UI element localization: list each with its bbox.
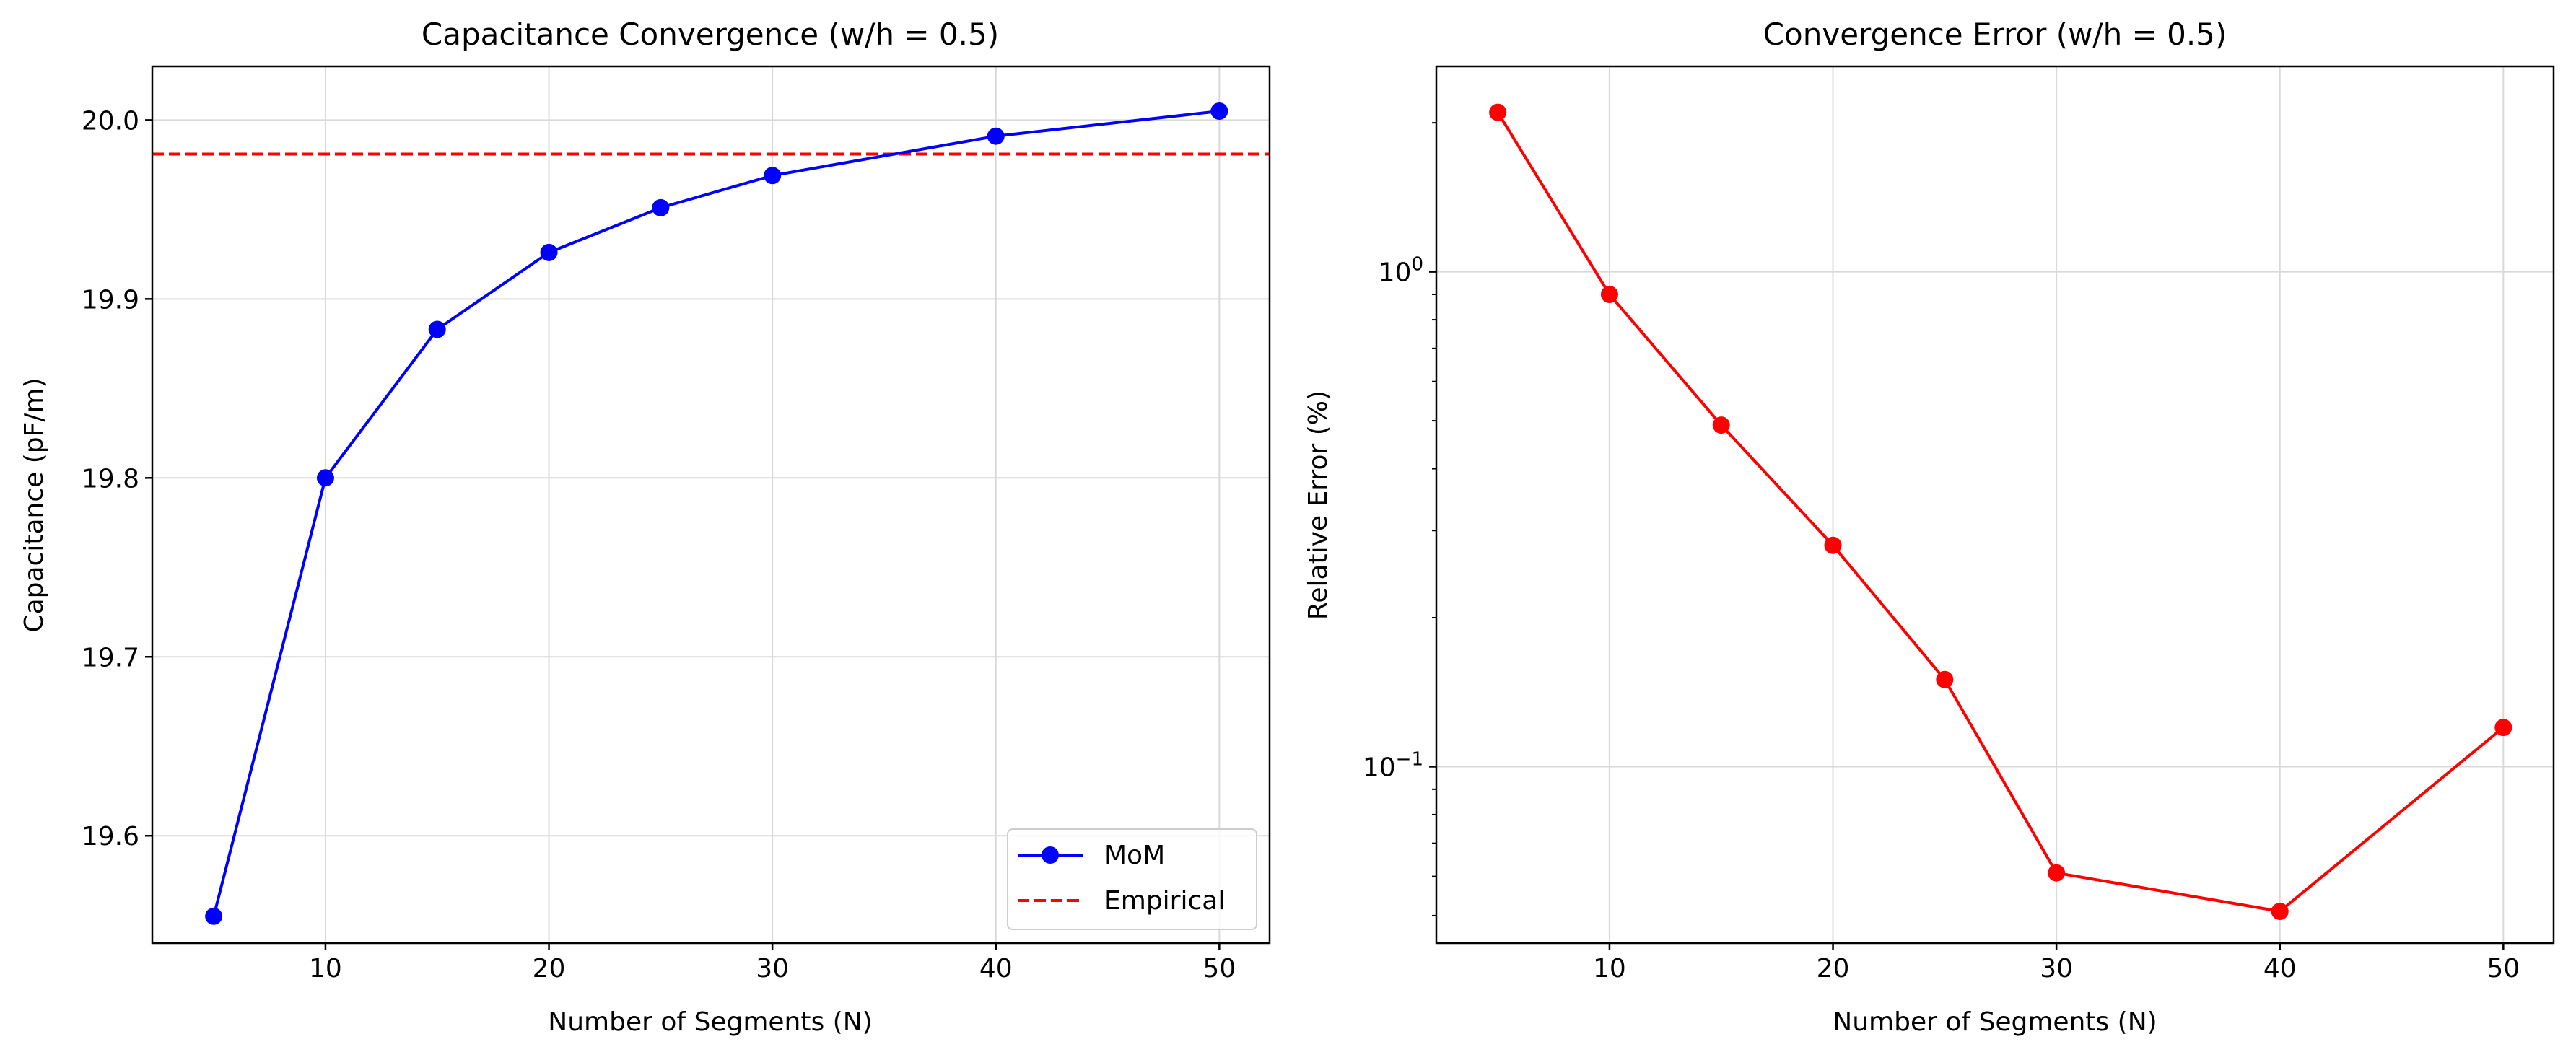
right-x-tick-label: 40 [2263,954,2297,984]
mom-series-point [428,320,446,338]
left-y-axis-label: Capacitance (pF/m) [19,377,49,632]
mom-series-point [652,198,670,216]
right-y-axis-label: Relative Error (%) [1304,390,1333,620]
right-x-axis-label: Number of Segments (N) [1833,1007,2157,1037]
left-x-tick-label: 50 [1202,954,1236,984]
convergence-error-chart: 10 20 30 40 50 100 10−1 Convergence Error (w/h… [1304,17,2555,1037]
mom-series-point [205,907,223,925]
error-series-point [2271,903,2289,921]
right-ticks: 10 20 30 40 50 100 10−1 [1363,122,2520,984]
left-ticks: 10 20 30 40 50 19.6 19.7 19.8 19.9 20.0 [82,106,1236,984]
right-x-tick-label: 20 [1817,954,1850,984]
mom-series-point [540,243,558,261]
left-gridlines [152,66,1270,943]
left-x-tick-label: 40 [979,954,1013,984]
left-x-axis-label: Number of Segments (N) [548,1007,872,1037]
error-series-point [2048,864,2066,882]
error-series-point [1712,416,1730,434]
right-series-layer [1489,103,2512,921]
right-plot-frame [1435,65,2555,945]
capacitance-convergence-chart: 10 20 30 40 50 19.6 19.7 19.8 19.9 20.0 Capacitan… [19,17,1271,1037]
legend-mom-label: MoM [1104,841,1165,870]
error-series-point [1489,103,1507,121]
right-x-tick-label: 50 [2487,954,2520,984]
left-chart-title: Capacitance Convergence (w/h = 0.5) [422,17,999,52]
right-x-tick-label: 30 [2040,954,2073,984]
right-y-tick-label: 10−1 [1363,748,1423,782]
left-y-tick-label: 19.6 [82,822,139,851]
mom-series-point [764,167,782,185]
left-x-tick-label: 10 [309,954,342,984]
mom-series-point [316,469,334,487]
right-x-tick-label: 10 [1593,954,1626,984]
left-x-tick-label: 20 [533,954,566,984]
left-y-tick-label: 19.7 [82,643,139,673]
left-legend: MoM Empirical [1007,828,1257,930]
right-chart-title: Convergence Error (w/h = 0.5) [1763,17,2227,52]
right-y-tick-label: 100 [1379,254,1423,288]
left-y-tick-label: 19.8 [82,464,139,494]
legend-empirical-label: Empirical [1104,886,1225,916]
left-x-tick-label: 30 [756,954,789,984]
error-series-point [1600,285,1618,303]
left-y-tick-label: 19.9 [82,285,139,315]
left-y-tick-label: 20.0 [82,106,139,136]
error-series-point [1824,536,1842,554]
mom-series-line [212,110,1220,917]
left-plot-frame [151,65,1271,945]
left-series-layer [152,102,1270,925]
error-series-line [1496,111,2505,914]
mom-series-point [987,127,1005,145]
legend-mom-marker-swatch [1042,846,1059,864]
error-series-point [2494,719,2512,737]
mom-series-point [1210,102,1228,120]
error-series-point [1936,670,1954,688]
